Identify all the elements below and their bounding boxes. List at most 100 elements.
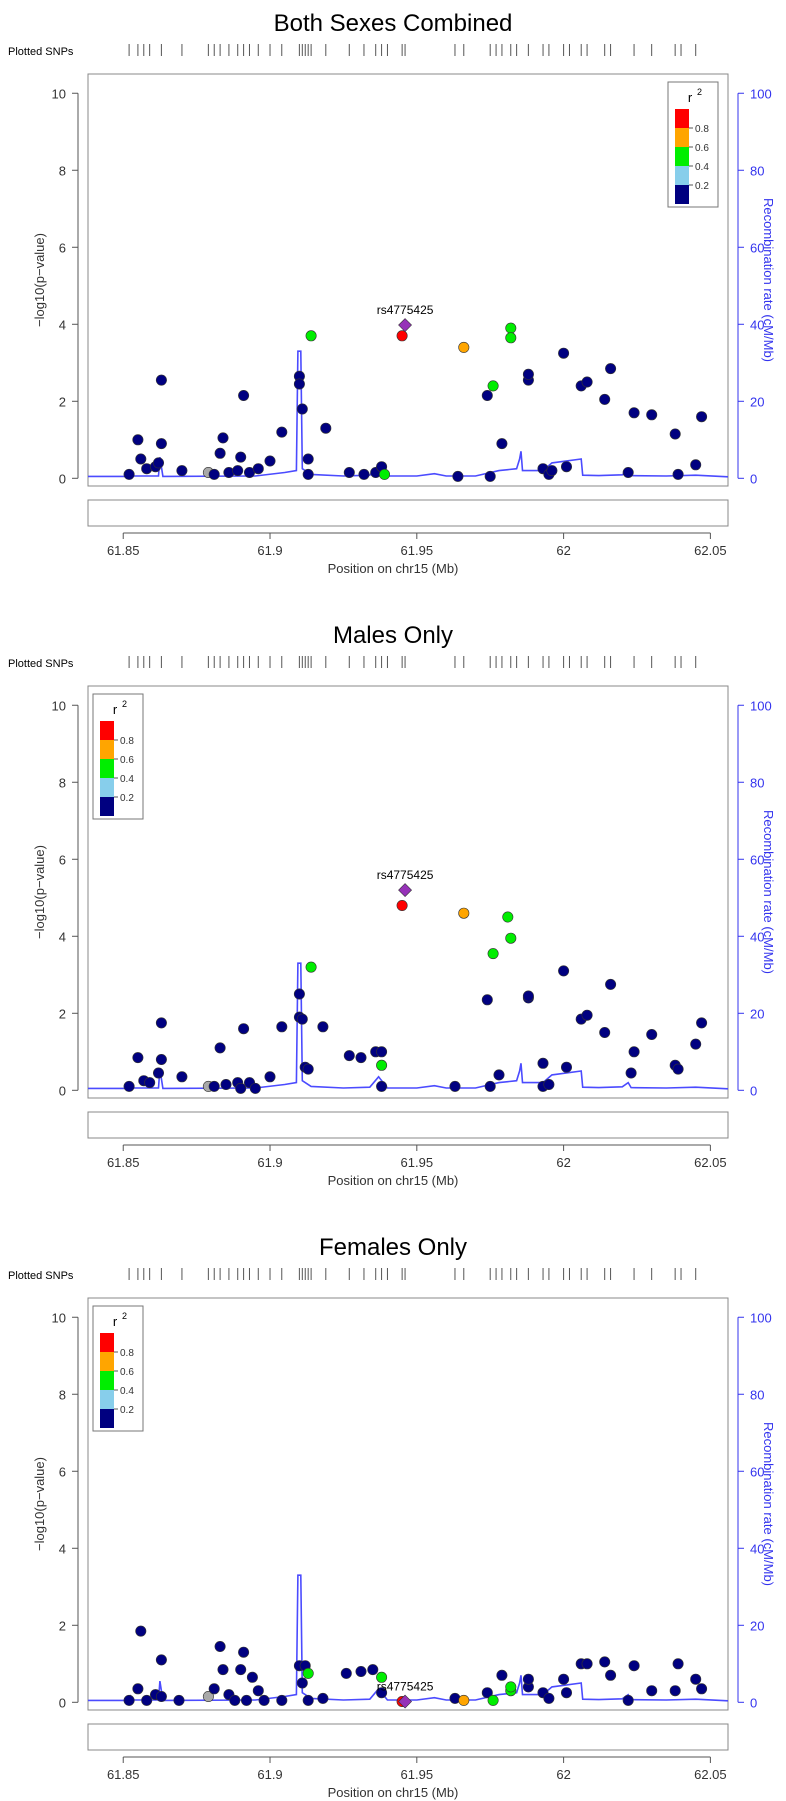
y2-axis-title: Recombination rate (cM/Mb): [761, 1422, 776, 1586]
snp-point: [493, 1069, 505, 1081]
y2-tick-label: 60: [750, 240, 764, 255]
snp-point: [558, 965, 570, 977]
legend-title-sup: 2: [697, 87, 702, 97]
snp-point: [155, 1691, 167, 1703]
x-tick-label: 62: [556, 1767, 570, 1782]
snp-point: [229, 1694, 241, 1706]
snp-point: [141, 1694, 153, 1706]
plot-area: [87, 685, 729, 1099]
snp-point: [217, 1664, 229, 1676]
snp-point: [646, 1685, 658, 1697]
x-tick-label: 61.9: [257, 1155, 282, 1170]
y-tick-label: 6: [59, 1464, 66, 1479]
snp-point: [537, 1057, 549, 1069]
snp-point: [484, 1080, 496, 1092]
y-tick-label: 4: [59, 1541, 66, 1556]
snp-point: [238, 1023, 250, 1035]
chart-title: Males Only: [333, 622, 453, 649]
snp-point: [628, 407, 640, 419]
snp-point: [646, 1029, 658, 1041]
y-tick-label: 2: [59, 1618, 66, 1633]
snp-point: [378, 468, 390, 480]
y-tick-label: 8: [59, 163, 66, 178]
legend-swatch: [675, 185, 689, 204]
legend-swatch: [675, 109, 689, 128]
snp-point: [123, 468, 135, 480]
snp-point: [669, 428, 681, 440]
snp-point: [672, 1658, 684, 1670]
y-tick-label: 0: [59, 1083, 66, 1098]
legend-title: r: [113, 1314, 118, 1329]
snp-point: [176, 465, 188, 477]
legend-label: 0.8: [695, 124, 709, 135]
x-axis-title: Position on chr15 (Mb): [328, 561, 459, 576]
y2-tick-label: 0: [750, 1083, 757, 1098]
legend-swatch: [100, 778, 114, 797]
recombination-line: [88, 962, 729, 1090]
y2-tick-label: 100: [750, 698, 772, 713]
y-tick-label: 8: [59, 1387, 66, 1402]
snp-point: [246, 1671, 258, 1683]
chart-title: Both Sexes Combined: [274, 10, 513, 37]
snp-point: [505, 332, 517, 344]
y-axis-title: −log10(p−value): [32, 845, 47, 939]
snp-point: [238, 1646, 250, 1658]
legend-label: 0.6: [120, 1367, 134, 1378]
snp-point: [132, 1683, 144, 1695]
snp-point: [605, 1669, 617, 1681]
snp-point: [560, 1687, 572, 1699]
snp-point: [367, 1664, 379, 1676]
x-tick-label: 62: [556, 543, 570, 558]
snp-point: [458, 341, 470, 353]
snp-point: [690, 459, 702, 471]
snp-point: [302, 1063, 314, 1075]
y2-tick-label: 20: [750, 1618, 764, 1633]
legend-title: r: [688, 90, 693, 105]
snp-point: [293, 378, 305, 390]
snp-point: [208, 468, 220, 480]
snp-point: [123, 1080, 135, 1092]
snp-point: [558, 347, 570, 359]
x-tick-label: 61.85: [107, 1767, 140, 1782]
legend-label: 0.2: [120, 1405, 134, 1416]
r2-legend: r 2 0.8 0.6 0.4 0.2: [92, 1305, 144, 1432]
x-tick-label: 62: [556, 1155, 570, 1170]
snp-point: [155, 438, 167, 450]
chart-title: Females Only: [319, 1234, 467, 1261]
x-tick-label: 61.85: [107, 543, 140, 558]
snp-point: [293, 988, 305, 1000]
snp-point: [238, 389, 250, 401]
legend-label: 0.2: [695, 181, 709, 192]
y2-axis-title: Recombination rate (cM/Mb): [761, 810, 776, 974]
snp-point: [343, 1050, 355, 1062]
snp-point: [153, 1067, 165, 1079]
snp-point: [481, 389, 493, 401]
snp-point: [264, 455, 276, 467]
y-tick-label: 10: [52, 86, 66, 101]
snp-point: [258, 1694, 270, 1706]
snp-point: [487, 1694, 499, 1706]
snp-point: [502, 911, 514, 923]
legend-label: 0.8: [120, 1348, 134, 1359]
snp-point: [176, 1071, 188, 1083]
snp-point: [208, 1683, 220, 1695]
snp-point: [264, 1071, 276, 1083]
snp-point: [317, 1692, 329, 1704]
snp-point: [522, 368, 534, 380]
legend-label: 0.8: [120, 736, 134, 747]
legend-swatch: [100, 797, 114, 816]
snp-point: [558, 1673, 570, 1685]
snp-point: [487, 948, 499, 960]
y2-tick-label: 60: [750, 1464, 764, 1479]
snp-point: [214, 1641, 226, 1653]
legend-label: 0.4: [120, 774, 134, 785]
snp-point: [396, 899, 408, 911]
snp-point: [376, 1687, 388, 1699]
snp-point: [302, 1694, 314, 1706]
y-tick-label: 0: [59, 471, 66, 486]
legend-swatch: [100, 1352, 114, 1371]
snp-point: [396, 330, 408, 342]
plotted-snps-label: Plotted SNPs: [8, 1270, 74, 1282]
y2-tick-label: 80: [750, 775, 764, 790]
snp-point: [305, 961, 317, 973]
